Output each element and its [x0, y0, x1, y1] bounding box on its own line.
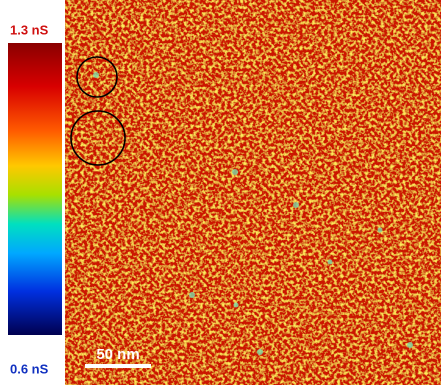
colorbar: [8, 43, 62, 335]
scale-bar-label: 50 nm: [96, 346, 139, 363]
scale-bar: [85, 364, 151, 368]
highlight-circle: [70, 110, 126, 166]
map-specks: [93, 72, 413, 355]
conductance-map: [65, 0, 441, 385]
colorbar-max-label: 1.3 nS: [10, 22, 49, 37]
highlight-circle: [76, 56, 118, 98]
colorbar-min-label: 0.6 nS: [10, 361, 49, 376]
